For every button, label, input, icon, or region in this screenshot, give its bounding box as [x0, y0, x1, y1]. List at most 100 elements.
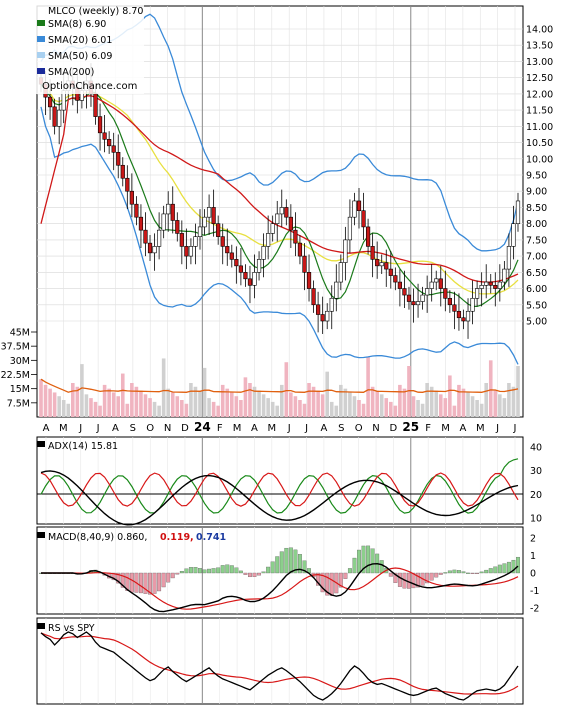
- rs-panel-frame: [36, 617, 524, 705]
- macd-hist-bar: [379, 560, 384, 574]
- month-tick-label: J: [78, 423, 82, 434]
- volume-bars: [39, 356, 520, 417]
- volume-bar: [443, 398, 448, 417]
- month-tick-label: A: [459, 423, 466, 434]
- macd-panel: -2 -1 0 1 2 MACD(8,40,9) 0.860, 0.119, 0.741: [36, 526, 539, 615]
- macd-swatch: [37, 532, 45, 538]
- volume-bar: [461, 388, 466, 417]
- price-tick-label: 11.00: [526, 122, 553, 133]
- month-tick-label: A: [112, 423, 119, 434]
- candle: [511, 205, 516, 260]
- macd-hist-bar: [229, 565, 234, 574]
- candle: [193, 223, 198, 265]
- candle: [138, 204, 144, 248]
- macd-hist-bar: [411, 572, 416, 589]
- legend-item-0: SMA(8) 6.90: [48, 19, 106, 30]
- volume-tick-label: 22.5M: [1, 370, 30, 381]
- candle: [252, 254, 257, 299]
- candle: [116, 134, 121, 179]
- month-tick-label: N: [372, 423, 379, 434]
- macd-hist-bar: [361, 545, 366, 574]
- volume-bar: [161, 358, 166, 417]
- candle: [111, 132, 116, 171]
- macd-hist-bar: [238, 570, 243, 574]
- candle: [365, 218, 371, 255]
- candle: [406, 286, 412, 310]
- volume-bar: [470, 396, 475, 417]
- macd-hist-bar: [502, 563, 507, 574]
- volume-bar: [457, 384, 461, 417]
- candle: [397, 269, 402, 307]
- candle: [152, 233, 157, 271]
- macd-hist-bar: [270, 561, 275, 574]
- candle: [302, 243, 307, 291]
- candle: [225, 228, 230, 266]
- candle: [515, 192, 521, 232]
- macd-hist-bar: [429, 572, 434, 581]
- volume-bar: [475, 400, 479, 417]
- volume-bar: [243, 377, 248, 417]
- volume-bar: [289, 392, 293, 417]
- candle: [184, 228, 189, 270]
- volume-bar: [116, 396, 121, 417]
- macd-hist-bar: [184, 568, 189, 574]
- volume-bar: [329, 401, 334, 417]
- volume-bar: [366, 356, 370, 417]
- candle: [356, 187, 362, 229]
- macd-hist-bar: [397, 572, 402, 587]
- volume-bar: [493, 390, 498, 417]
- macd-title: MACD(8,40,9) 0.860,: [48, 532, 147, 543]
- sma20-line: [40, 83, 519, 307]
- macd-hist-bar: [320, 572, 325, 593]
- macd-hist-bar: [488, 568, 493, 574]
- volume-bar: [357, 400, 361, 417]
- price-tick-label: 10.50: [526, 138, 553, 149]
- adx-tick-label: 30: [530, 466, 542, 477]
- candle: [502, 260, 507, 291]
- adx-line: [40, 470, 519, 526]
- candle: [343, 226, 348, 281]
- volume-bar: [429, 386, 434, 417]
- volume-bar: [425, 383, 429, 417]
- candle: [461, 309, 466, 330]
- candle: [166, 191, 171, 232]
- volume-bar: [398, 384, 402, 417]
- macd-hist-bar: [447, 570, 452, 574]
- month-tick-label: M: [233, 423, 242, 434]
- candle: [493, 272, 498, 307]
- month-tick-label: F: [217, 423, 223, 434]
- volume-bar: [89, 398, 93, 417]
- candle: [229, 244, 234, 268]
- macd-hist-bar: [370, 548, 375, 574]
- volume-tick-label: 15M: [10, 384, 30, 395]
- volume-bar: [257, 390, 261, 417]
- month-axis: A M J J A S O N D 24 F M A M J J A S O N D 25 F M A M J J: [43, 420, 517, 434]
- price-tick-label: 6.50: [526, 268, 547, 279]
- macd-hist-bar: [166, 572, 171, 583]
- candle: [216, 215, 221, 245]
- candle: [57, 97, 62, 145]
- volume-bar: [93, 401, 98, 417]
- volume-bar: [198, 390, 202, 417]
- macd-hist-bar: [138, 572, 143, 594]
- macd-hist-bar: [111, 572, 116, 581]
- macd-hist-bar: [148, 572, 152, 595]
- macd-hist-bar: [470, 572, 475, 574]
- macd-tick-label: 0: [530, 569, 536, 580]
- macd-hist-bar: [461, 571, 466, 574]
- candle: [361, 192, 366, 240]
- macd-hist-bar: [297, 554, 302, 574]
- macd-hist-bar: [434, 572, 439, 578]
- candle: [288, 204, 293, 248]
- macd-hist-bar: [225, 564, 230, 574]
- candle: [370, 233, 375, 278]
- volume-bar: [298, 400, 302, 417]
- candle: [479, 272, 484, 307]
- macd-hist-bar: [302, 560, 307, 574]
- candle: [293, 212, 298, 257]
- candle: [256, 251, 262, 281]
- macd-hist-bar: [466, 572, 470, 574]
- macd-hist-bar: [343, 572, 348, 579]
- candle: [316, 291, 321, 333]
- volume-bar: [102, 384, 107, 417]
